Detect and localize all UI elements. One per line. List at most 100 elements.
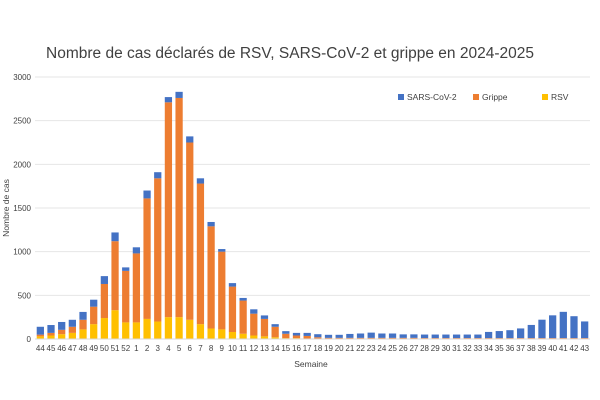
bar-segment-grippe: [549, 338, 557, 339]
bar-segment-grippe: [538, 338, 546, 339]
bar-segment-sars-cov-2: [132, 247, 141, 254]
bar-segment-sars-cov-2: [367, 332, 375, 338]
x-tick-label: 52: [121, 344, 130, 353]
bar-segment-grippe: [58, 329, 66, 335]
bar-segment-grippe: [218, 251, 226, 330]
bar-segment-sars-cov-2: [100, 276, 109, 284]
bar-segment-rsv: [228, 332, 237, 339]
bar-segment-sars-cov-2: [538, 319, 546, 339]
bar-segment-sars-cov-2: [474, 334, 482, 339]
bar-segment-rsv: [196, 324, 205, 339]
bar-segment-grippe: [516, 338, 525, 339]
bar-segment-sars-cov-2: [207, 221, 215, 227]
x-tick-label: 48: [79, 344, 88, 353]
x-tick-label: 21: [345, 344, 354, 353]
bar-segment-sars-cov-2: [122, 267, 130, 271]
bar-segment-rsv: [218, 329, 226, 339]
x-tick-label: 4: [166, 344, 171, 353]
bar-segment-grippe: [506, 338, 514, 339]
bar-segment-sars-cov-2: [47, 325, 55, 333]
bar-segment-rsv: [175, 317, 183, 339]
bar-segment-sars-cov-2: [378, 333, 386, 338]
x-tick-label: 7: [198, 344, 203, 353]
bar-segment-sars-cov-2: [271, 324, 279, 327]
bar-segment-grippe: [90, 306, 98, 325]
y-tick-label: 3000: [13, 73, 31, 82]
bar-segment-sars-cov-2: [90, 299, 98, 307]
gridlines: [35, 76, 590, 296]
x-tick-label: 32: [463, 344, 472, 353]
x-tick-label: 47: [68, 344, 77, 353]
bar-segment-grippe: [527, 338, 535, 339]
bar-segment-grippe: [356, 337, 365, 339]
bar-segment-grippe: [36, 334, 44, 337]
bar-segment-grippe: [314, 337, 322, 339]
bar-segment-grippe: [239, 300, 247, 334]
bar-segment-rsv: [260, 336, 269, 339]
bars: [36, 91, 589, 339]
x-axis-ticks: 44 45 46 47 48 49 50 51 52 1 2 3 4 5 6 7 8 9 10 11 12 13 14 15 1…: [36, 344, 590, 353]
bar-segment-sars-cov-2: [154, 172, 162, 179]
bar-segment-rsv: [58, 334, 66, 339]
legend: SARS-CoV-2 Grippe RSV: [398, 92, 569, 102]
bar-segment-grippe: [452, 338, 461, 339]
bar-segment-grippe: [196, 183, 205, 325]
bar-segment-grippe: [271, 326, 279, 338]
bar-segment-sars-cov-2: [506, 330, 514, 339]
x-tick-label: 2: [145, 344, 150, 353]
bar-segment-sars-cov-2: [356, 333, 365, 338]
legend-label: RSV: [551, 92, 569, 102]
bar-segment-grippe: [47, 332, 55, 336]
bar-segment-sars-cov-2: [282, 331, 290, 334]
x-tick-label: 44: [36, 344, 45, 353]
bar-segment-grippe: [260, 318, 269, 337]
bar-segment-sars-cov-2: [495, 331, 503, 339]
x-tick-label: 30: [441, 344, 450, 353]
bar-segment-sars-cov-2: [186, 136, 194, 143]
x-tick-label: 22: [356, 344, 365, 353]
legend-label: SARS-CoV-2: [407, 92, 457, 102]
bar-segment-grippe: [122, 270, 130, 323]
y-axis-ticks: 0 500 1000 1500 2000 2500 3000: [13, 73, 31, 344]
y-tick-label: 2500: [13, 117, 31, 126]
bar-segment-grippe: [100, 283, 109, 319]
bar-segment-sars-cov-2: [527, 324, 535, 339]
legend-label: Grippe: [482, 92, 508, 102]
bar-segment-rsv: [111, 310, 119, 339]
bar-segment-sars-cov-2: [314, 334, 322, 338]
bar-segment-grippe: [399, 337, 407, 339]
x-tick-label: 3: [156, 344, 161, 353]
bar-segment-grippe: [292, 335, 301, 339]
y-tick-label: 500: [18, 291, 32, 300]
bar-segment-sars-cov-2: [559, 311, 567, 339]
legend-swatch: [398, 94, 404, 100]
bar-segment-grippe: [303, 335, 311, 339]
bar-segment-rsv: [79, 329, 87, 339]
bar-segment-grippe: [367, 337, 375, 339]
bar-segment-sars-cov-2: [463, 334, 471, 339]
bar-segment-grippe: [68, 326, 76, 333]
bar-segment-grippe: [559, 338, 567, 339]
bar-segment-grippe: [463, 338, 471, 339]
x-tick-label: 23: [367, 344, 376, 353]
bar-segment-grippe: [324, 337, 333, 339]
bar-segment-grippe: [207, 226, 215, 329]
x-tick-label: 42: [570, 344, 579, 353]
bar-segment-sars-cov-2: [549, 315, 557, 339]
bar-segment-grippe: [132, 253, 141, 323]
bar-segment-rsv: [154, 321, 162, 339]
y-axis-label: Nombre de cas: [1, 179, 11, 237]
bar-segment-sars-cov-2: [250, 309, 258, 314]
bar-segment-sars-cov-2: [239, 297, 247, 301]
bar-segment-sars-cov-2: [68, 319, 76, 327]
bar-segment-sars-cov-2: [175, 91, 183, 98]
bar-segment-rsv: [250, 335, 258, 339]
bar-segment-sars-cov-2: [484, 331, 493, 339]
x-axis-label: Semaine: [294, 359, 328, 369]
x-tick-label: 5: [177, 344, 182, 353]
bar-segment-sars-cov-2: [452, 334, 461, 339]
x-tick-label: 37: [516, 344, 525, 353]
x-tick-label: 43: [580, 344, 589, 353]
x-tick-label: 19: [324, 344, 333, 353]
x-tick-label: 18: [313, 344, 322, 353]
